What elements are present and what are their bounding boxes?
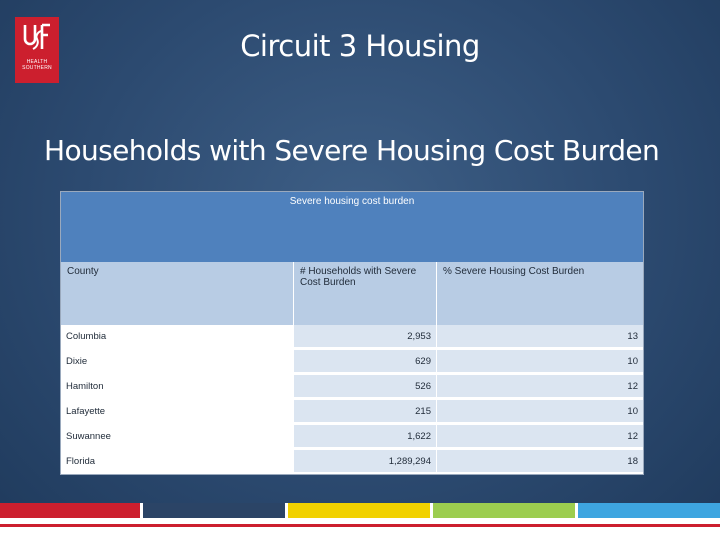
footer-bar-blue bbox=[578, 503, 720, 518]
footer-bar-yellow bbox=[288, 503, 430, 518]
table-row: Dixie 629 10 bbox=[61, 350, 643, 374]
footer-bar-navy bbox=[143, 503, 285, 518]
table-row: Florida 1,289,294 18 bbox=[61, 450, 643, 474]
county-cell: Columbia bbox=[61, 325, 293, 347]
county-cell: Lafayette bbox=[61, 400, 293, 422]
county-cell: Dixie bbox=[61, 350, 293, 372]
households-cell: 526 bbox=[293, 375, 437, 397]
households-cell: 215 bbox=[293, 400, 437, 422]
table-row: Suwannee 1,622 12 bbox=[61, 425, 643, 449]
percent-cell: 12 bbox=[437, 425, 643, 447]
percent-cell: 12 bbox=[437, 375, 643, 397]
table-row: Columbia 2,953 13 bbox=[61, 325, 643, 349]
households-cell: 1,622 bbox=[293, 425, 437, 447]
column-header-households: # Households with Severe Cost Burden bbox=[293, 262, 437, 325]
households-cell: 1,289,294 bbox=[293, 450, 437, 472]
households-cell: 629 bbox=[293, 350, 437, 372]
percent-cell: 18 bbox=[437, 450, 643, 472]
usf-logo-mark bbox=[23, 23, 50, 50]
column-header-percent: % Severe Housing Cost Burden bbox=[437, 262, 643, 325]
percent-cell: 10 bbox=[437, 350, 643, 372]
table-caption: Severe housing cost burden bbox=[61, 192, 643, 262]
header-title: Circuit 3 Housing bbox=[240, 29, 480, 63]
data-table: Severe housing cost burden County # Hous… bbox=[60, 191, 644, 475]
households-cell: 2,953 bbox=[293, 325, 437, 347]
county-cell: Florida bbox=[61, 450, 293, 472]
slide-title: Households with Severe Housing Cost Burd… bbox=[44, 134, 660, 167]
footer-bar-red bbox=[0, 503, 140, 518]
footer-red-line bbox=[0, 524, 720, 527]
usf-health-logo: HEALTH SOUTHERN bbox=[15, 17, 59, 83]
column-header-county: County bbox=[61, 262, 293, 325]
logo-subtitle: HEALTH SOUTHERN bbox=[22, 59, 52, 71]
county-cell: Suwannee bbox=[61, 425, 293, 447]
table-row: Hamilton 526 12 bbox=[61, 375, 643, 399]
percent-cell: 10 bbox=[437, 400, 643, 422]
county-cell: Hamilton bbox=[61, 375, 293, 397]
table-row: Lafayette 215 10 bbox=[61, 400, 643, 424]
footer-bar-green bbox=[433, 503, 575, 518]
percent-cell: 13 bbox=[437, 325, 643, 347]
